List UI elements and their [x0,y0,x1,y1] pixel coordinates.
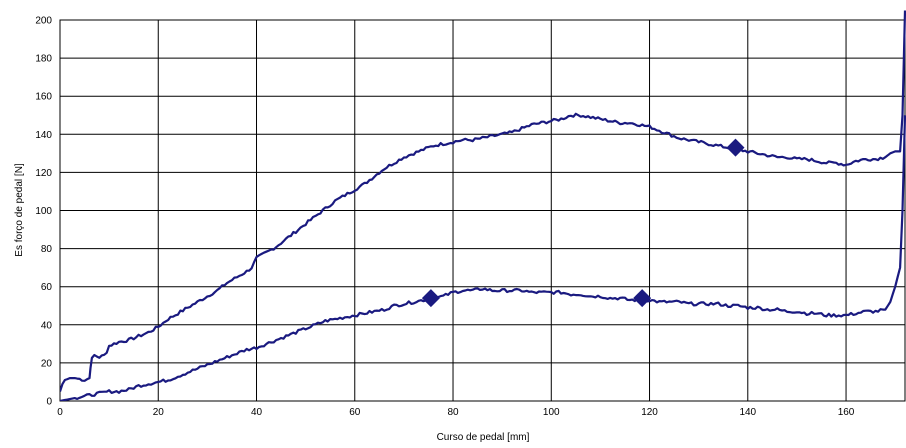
x-tick-label: 20 [153,407,165,418]
x-tick-labels: 0 20 40 60 80 100 120 140 160 [57,407,855,418]
x-tick-label: 80 [447,407,459,418]
grid-lines [59,19,905,402]
diamond-marker [633,289,652,308]
y-tick-label: 80 [41,244,53,255]
y-tick-labels: 0 20 40 60 80 100 120 140 160 180 200 [35,16,52,408]
x-tick-label: 140 [739,407,756,418]
y-tick-label: 140 [35,130,52,141]
series-line [60,115,906,401]
y-tick-label: 40 [41,320,53,331]
diamond-marker [726,138,745,157]
series-line [60,10,906,392]
x-tick-label: 60 [349,407,361,418]
x-tick-label: 120 [641,407,658,418]
y-tick-label: 60 [41,282,53,293]
y-tick-label: 120 [35,168,52,179]
y-tick-label: 100 [35,206,52,217]
x-tick-label: 0 [57,407,63,418]
y-tick-label: 0 [46,397,52,408]
x-axis-label: Curso de pedal [mm] [437,432,530,443]
y-tick-label: 180 [35,54,52,65]
series-lines [60,10,906,401]
diamond-marker [421,289,440,308]
y-tick-label: 20 [41,358,53,369]
y-tick-label: 200 [35,16,52,27]
y-axis-label: Es forço de pedal [N] [14,163,25,257]
x-tick-label: 100 [543,407,560,418]
x-tick-label: 160 [838,407,855,418]
y-tick-label: 160 [35,92,52,103]
data-markers [421,138,745,308]
x-tick-label: 40 [251,407,263,418]
